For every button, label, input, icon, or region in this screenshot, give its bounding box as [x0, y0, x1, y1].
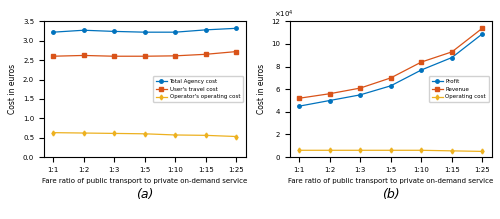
Operating cost: [388, 149, 394, 152]
Operating cost: [449, 150, 455, 152]
Legend: Profit, Revenue, Operating cost: Profit, Revenue, Operating cost: [429, 76, 489, 102]
Line: Total Agency cost: Total Agency cost: [52, 26, 238, 34]
Text: $\times10^4$: $\times10^4$: [274, 9, 293, 20]
User's travel cost: [203, 53, 209, 56]
Total Agency cost: [172, 31, 178, 34]
Line: User's travel cost: User's travel cost: [52, 50, 238, 58]
Operator's operating cost: [142, 132, 148, 135]
Revenue: [418, 61, 424, 63]
Total Agency cost: [111, 30, 117, 33]
Line: Operating cost: Operating cost: [298, 148, 484, 153]
Legend: Total Agency cost, User's travel cost, Operator's operating cost: Total Agency cost, User's travel cost, O…: [153, 76, 243, 102]
Profit: [418, 69, 424, 71]
Operator's operating cost: [234, 135, 239, 138]
Operator's operating cost: [80, 132, 86, 134]
Operating cost: [326, 149, 332, 152]
Operator's operating cost: [172, 134, 178, 136]
Profit: [449, 56, 455, 59]
Revenue: [296, 97, 302, 100]
Operator's operating cost: [203, 134, 209, 137]
Line: Profit: Profit: [298, 32, 484, 108]
Revenue: [480, 27, 486, 29]
User's travel cost: [50, 55, 56, 58]
Total Agency cost: [203, 28, 209, 31]
X-axis label: Fare ratio of public transport to private on-demand service: Fare ratio of public transport to privat…: [42, 178, 248, 184]
Y-axis label: Cost in euros: Cost in euros: [8, 64, 18, 114]
Operating cost: [358, 149, 364, 152]
Revenue: [326, 92, 332, 95]
Text: (b): (b): [382, 188, 400, 201]
Text: (a): (a): [136, 188, 154, 201]
Operating cost: [418, 149, 424, 152]
Operator's operating cost: [50, 131, 56, 134]
User's travel cost: [111, 55, 117, 58]
Operating cost: [296, 149, 302, 152]
Total Agency cost: [234, 27, 239, 30]
X-axis label: Fare ratio of public transport to private on-demand service: Fare ratio of public transport to privat…: [288, 178, 494, 184]
Revenue: [388, 77, 394, 79]
Profit: [480, 32, 486, 35]
Revenue: [449, 51, 455, 53]
Total Agency cost: [142, 31, 148, 34]
Profit: [358, 94, 364, 96]
User's travel cost: [142, 55, 148, 58]
Y-axis label: Cost in euros: Cost in euros: [256, 64, 266, 114]
User's travel cost: [80, 54, 86, 57]
Profit: [388, 85, 394, 87]
Profit: [326, 99, 332, 102]
Line: Revenue: Revenue: [298, 26, 484, 100]
User's travel cost: [172, 55, 178, 57]
Line: Operator's operating cost: Operator's operating cost: [52, 131, 238, 138]
Total Agency cost: [80, 29, 86, 32]
Total Agency cost: [50, 31, 56, 34]
Operating cost: [480, 150, 486, 153]
Profit: [296, 105, 302, 108]
Revenue: [358, 87, 364, 89]
User's travel cost: [234, 50, 239, 53]
Operator's operating cost: [111, 132, 117, 135]
